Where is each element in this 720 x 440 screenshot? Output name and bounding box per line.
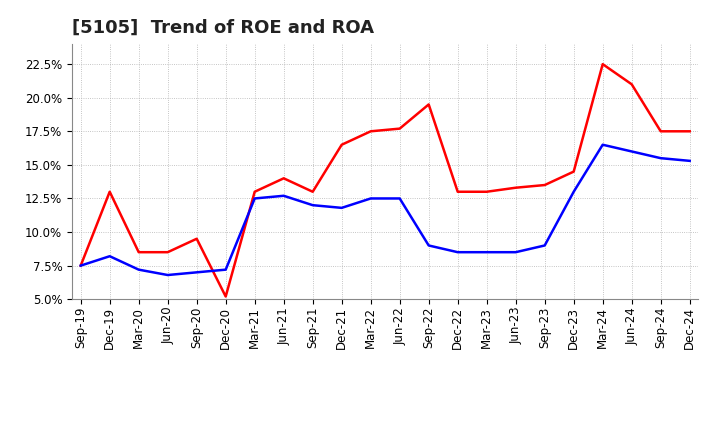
- ROA: [192, 270, 201, 275]
- ROA: [76, 263, 85, 268]
- ROA: [482, 249, 491, 255]
- ROA: [454, 249, 462, 255]
- ROE: [308, 189, 317, 194]
- ROA: [627, 149, 636, 154]
- ROA: [598, 142, 607, 147]
- ROA: [511, 249, 520, 255]
- ROE: [598, 62, 607, 67]
- ROA: [308, 202, 317, 208]
- ROA: [685, 158, 694, 164]
- ROA: [366, 196, 375, 201]
- ROE: [105, 189, 114, 194]
- ROE: [511, 185, 520, 191]
- Line: ROE: ROE: [81, 64, 690, 297]
- ROA: [251, 196, 259, 201]
- ROE: [570, 169, 578, 174]
- ROA: [570, 189, 578, 194]
- ROE: [135, 249, 143, 255]
- Line: ROA: ROA: [81, 145, 690, 275]
- ROE: [685, 128, 694, 134]
- ROA: [163, 272, 172, 278]
- ROE: [192, 236, 201, 242]
- Legend: ROE, ROA: ROE, ROA: [294, 439, 477, 440]
- ROE: [338, 142, 346, 147]
- Text: [5105]  Trend of ROE and ROA: [5105] Trend of ROE and ROA: [72, 19, 374, 37]
- ROE: [482, 189, 491, 194]
- ROA: [221, 267, 230, 272]
- ROE: [657, 128, 665, 134]
- ROA: [135, 267, 143, 272]
- ROE: [279, 176, 288, 181]
- ROE: [424, 102, 433, 107]
- ROE: [395, 126, 404, 131]
- ROE: [541, 183, 549, 188]
- ROE: [163, 249, 172, 255]
- ROE: [454, 189, 462, 194]
- ROA: [657, 155, 665, 161]
- ROE: [221, 294, 230, 299]
- ROA: [395, 196, 404, 201]
- ROE: [627, 82, 636, 87]
- ROA: [424, 243, 433, 248]
- ROA: [279, 193, 288, 198]
- ROE: [251, 189, 259, 194]
- ROA: [338, 205, 346, 210]
- ROE: [366, 128, 375, 134]
- ROE: [76, 263, 85, 268]
- ROA: [105, 253, 114, 259]
- ROA: [541, 243, 549, 248]
